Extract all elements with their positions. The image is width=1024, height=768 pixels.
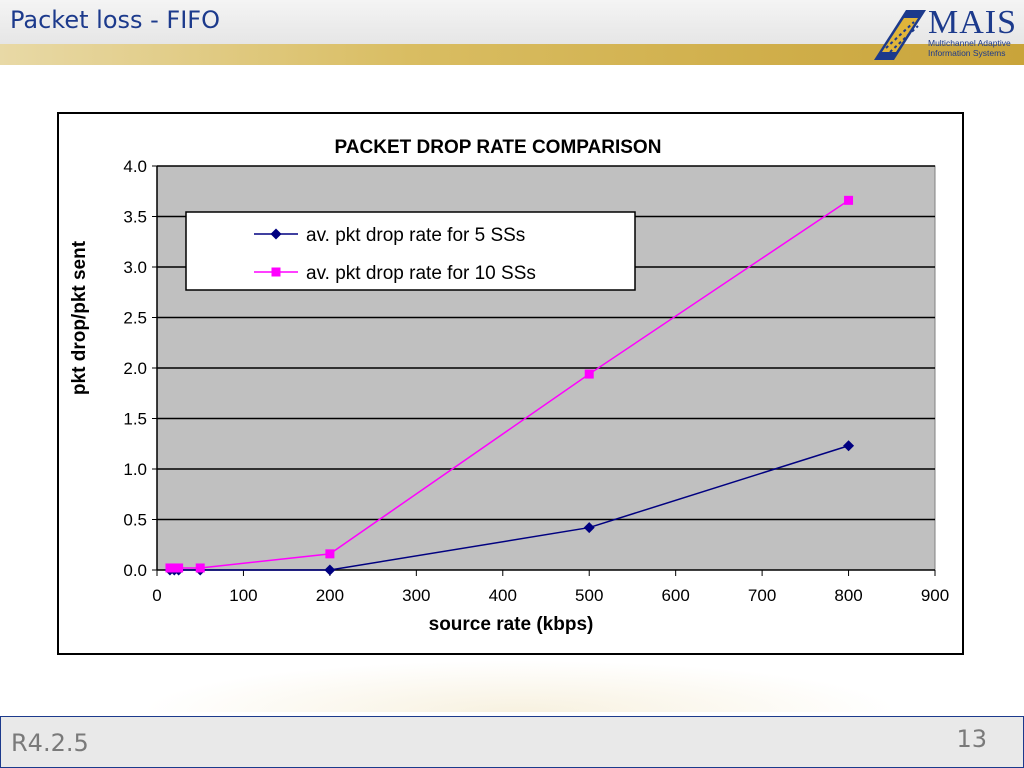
x-axis-label: source rate (kbps) — [429, 614, 594, 635]
series-1-point — [583, 522, 595, 534]
packet-drop-chart: PACKET DROP RATE COMPARISON 0.0 0.5 1.0 1.5 2… — [69, 137, 949, 635]
y-tick-label: 1.0 — [123, 460, 147, 479]
x-tick-label: 800 — [834, 586, 862, 605]
y-tick-label: 1.5 — [123, 410, 147, 429]
y-tick-label: 0.0 — [123, 561, 147, 580]
x-tick-label: 600 — [661, 586, 689, 605]
x-tick-label: 100 — [229, 586, 257, 605]
x-tick-label: 500 — [575, 586, 603, 605]
x-tick-label: 0 — [152, 586, 161, 605]
y-tick-label: 2.5 — [123, 309, 147, 328]
logo-subtitle-line1: Multichannel Adaptive — [928, 38, 1011, 48]
x-tick-label: 700 — [748, 586, 776, 605]
series-2-point — [174, 563, 184, 573]
footer-section-label: R4.2.5 — [11, 729, 89, 757]
header-accent-bar — [0, 44, 1024, 65]
logo-subtitle: Multichannel Adaptive Information System… — [928, 38, 1011, 58]
legend-box — [185, 211, 636, 291]
title-bar: Packet loss - FIFO — [0, 0, 1024, 44]
page-number: 13 — [956, 725, 987, 753]
logo-subtitle-line2: Information Systems — [928, 48, 1006, 58]
y-tick-label: 0.5 — [123, 511, 147, 530]
series-1-point — [324, 564, 336, 576]
y-tick-label: 2.0 — [123, 359, 147, 378]
mais-logo: MAIS Multichannel Adaptive Information S… — [872, 4, 1020, 62]
y-tick-label: 4.0 — [123, 157, 147, 176]
legend-marker-1 — [270, 228, 282, 240]
series-1-point — [843, 440, 855, 452]
x-tick-label: 400 — [489, 586, 517, 605]
legend-label-2: av. pkt drop rate for 10 SSs — [306, 263, 536, 284]
y-tick-label: 3.0 — [123, 258, 147, 277]
series-2-point — [325, 549, 335, 559]
chart-frame: PACKET DROP RATE COMPARISON 0.0 0.5 1.0 1.5 2… — [57, 112, 964, 655]
logo-name: MAIS — [928, 4, 1018, 41]
y-tick-label: 3.5 — [123, 208, 147, 227]
legend-label-1: av. pkt drop rate for 5 SSs — [306, 225, 525, 246]
footer-bar: R4.2.5 13 — [0, 716, 1024, 768]
chart-title: PACKET DROP RATE COMPARISON — [335, 137, 662, 158]
x-tick-label: 900 — [921, 586, 949, 605]
background-decoration — [140, 660, 900, 712]
slide-title: Packet loss - FIFO — [10, 6, 220, 34]
series-2-point — [844, 195, 854, 205]
x-tick-label: 200 — [316, 586, 344, 605]
y-axis-label: pkt drop/pkt sent — [69, 240, 90, 395]
series-2-point — [584, 369, 594, 379]
series-2-point — [195, 563, 205, 573]
legend-marker-2 — [271, 267, 281, 277]
logo-emblem-icon — [874, 10, 926, 60]
x-tick-label: 300 — [402, 586, 430, 605]
